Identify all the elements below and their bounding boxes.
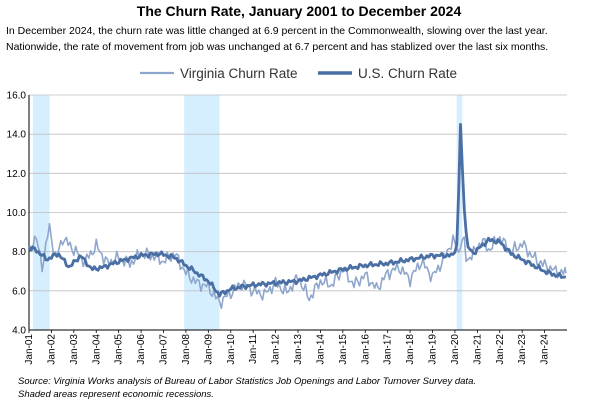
x-tick-label: Jan-13 [293, 334, 304, 365]
x-tick-label: Jan-19 [428, 334, 439, 365]
x-tick-label: Jan-01 [24, 334, 35, 365]
x-tick-label: Jan-24 [540, 334, 551, 365]
y-axis: 4.0 6.0 8.0 10.0 12.0 14.0 16.0 [7, 91, 30, 337]
y-tick-label: 16.0 [7, 91, 27, 102]
x-tick-label: Jan-18 [405, 334, 416, 365]
x-tick-label: Jan-15 [338, 334, 349, 365]
us-churn-line [27, 123, 567, 298]
x-tick-label: Jan-22 [495, 334, 506, 365]
y-tick-label: 6.0 [12, 286, 26, 297]
chart-title: The Churn Rate, January 2001 to December… [136, 3, 462, 19]
x-tick-label: Jan-12 [271, 334, 282, 365]
x-tick-label: Jan-16 [360, 334, 371, 365]
legend-label: Virginia Churn Rate [180, 66, 298, 81]
x-tick-label: Jan-21 [472, 334, 483, 365]
x-tick-label: Jan-08 [181, 334, 192, 365]
x-tick-label: Jan-06 [136, 334, 147, 365]
y-tick-label: 14.0 [7, 130, 27, 141]
x-tick-label: Jan-09 [203, 334, 214, 365]
gridlines [29, 94, 567, 331]
x-axis: Jan-01 Jan-02 Jan-03 Jan-04 Jan-05 Jan-06 Jan-… [24, 330, 551, 365]
x-tick-label: Jan-04 [91, 334, 102, 365]
chart-subtitle: In December 2024, the churn rate was lit… [6, 25, 549, 53]
y-tick-label: 10.0 [7, 208, 27, 219]
y-tick-label: 4.0 [12, 326, 26, 337]
x-tick-label: Jan-23 [517, 334, 528, 365]
source-line: Source: Virginia Works analysis of Burea… [18, 376, 476, 387]
legend: Virginia Churn Rate U.S. Churn Rate [140, 66, 457, 81]
x-tick-label: Jan-10 [226, 334, 237, 365]
series-lines [27, 123, 567, 310]
legend-label: U.S. Churn Rate [358, 66, 457, 81]
recession-note: Shaded areas represent economic recessio… [18, 388, 214, 400]
y-tick-label: 12.0 [7, 169, 27, 180]
x-tick-label: Jan-03 [69, 334, 80, 365]
x-tick-label: Jan-17 [383, 334, 394, 365]
x-tick-label: Jan-05 [114, 334, 125, 365]
x-tick-label: Jan-20 [450, 334, 461, 365]
x-tick-label: Jan-07 [159, 334, 170, 365]
y-tick-label: 8.0 [12, 247, 26, 258]
source-note: Source: Virginia Works analysis of Burea… [18, 376, 476, 401]
x-tick-label: Jan-11 [248, 334, 259, 364]
x-tick-label: Jan-14 [315, 334, 326, 365]
x-tick-label: Jan-02 [46, 334, 57, 365]
